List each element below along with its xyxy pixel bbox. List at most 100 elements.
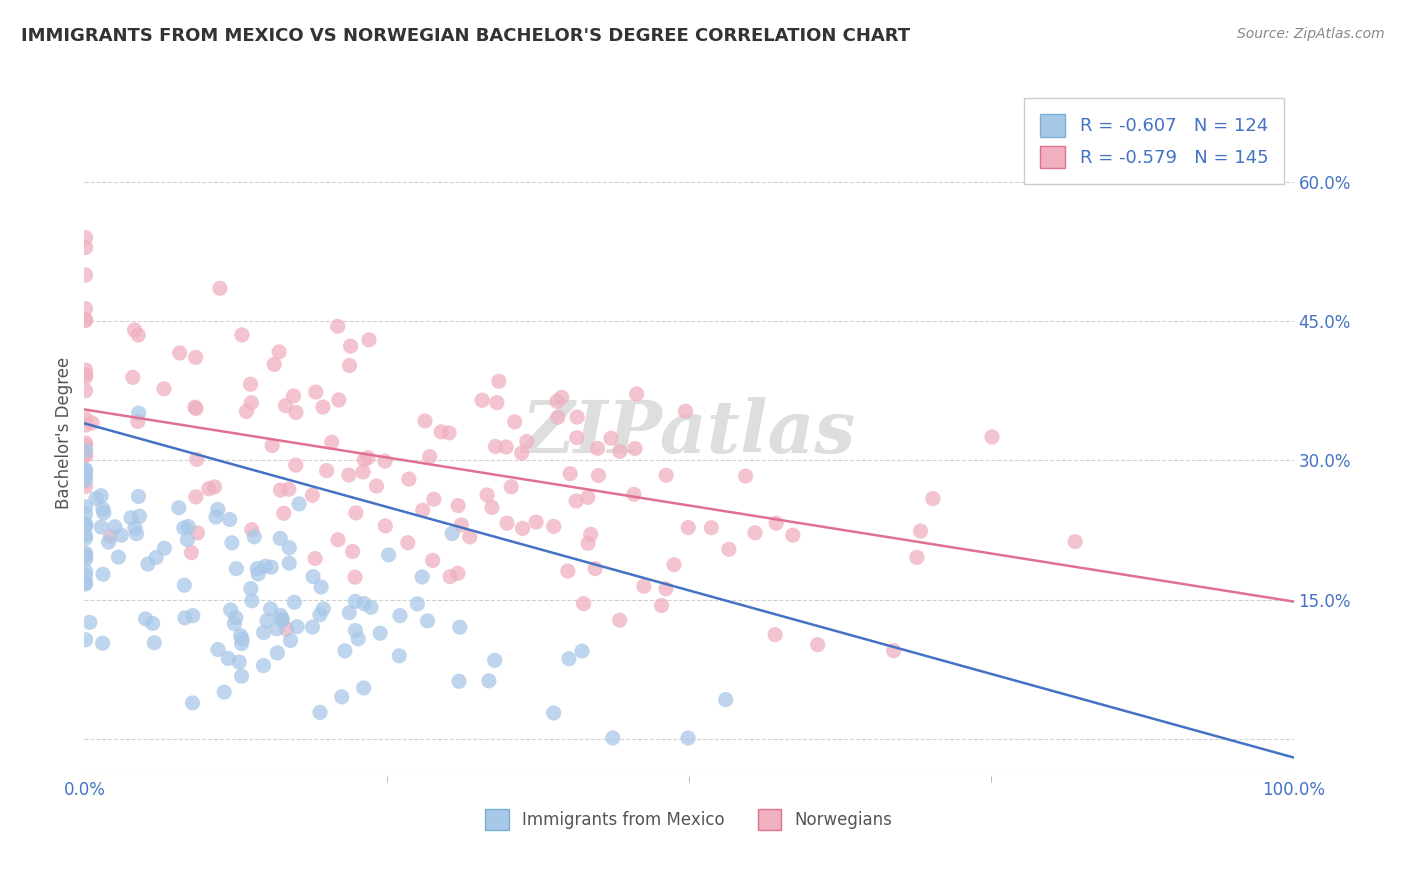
Point [127, 328, 149, 343]
Point [271, 612, 294, 626]
Point [782, 528, 804, 542]
Point [75, 368, 97, 382]
Point [609, 613, 631, 627]
Point [447, 499, 470, 513]
Point [269, 532, 291, 546]
Point [883, 643, 905, 657]
Point [560, 467, 582, 481]
Point [550, 391, 572, 405]
Point [478, 673, 501, 688]
Point [270, 608, 292, 623]
Point [315, 464, 337, 478]
Point [277, 482, 299, 496]
Point [75, 312, 97, 326]
Point [75, 564, 97, 578]
Point [330, 690, 353, 704]
Point [557, 564, 579, 578]
Y-axis label: Bachelor's Degree: Bachelor's Degree [55, 357, 73, 508]
Point [135, 612, 157, 626]
Point [558, 651, 581, 665]
Point [153, 382, 176, 396]
Point [75, 313, 97, 327]
Point [75, 546, 97, 560]
Point [75, 474, 97, 488]
Point [353, 452, 375, 467]
Point [910, 524, 932, 538]
Point [422, 553, 444, 567]
Point [333, 644, 356, 658]
Point [128, 490, 150, 504]
Point [176, 533, 198, 547]
Point [496, 516, 519, 530]
Point [571, 644, 593, 658]
Point [90, 520, 112, 534]
Point [75, 363, 97, 377]
Point [655, 582, 678, 596]
Point [337, 468, 360, 483]
Point [186, 525, 208, 540]
Point [662, 558, 685, 572]
Point [484, 653, 506, 667]
Point [579, 527, 602, 541]
Point [623, 487, 645, 501]
Point [583, 561, 606, 575]
Point [609, 444, 631, 458]
Point [388, 648, 411, 663]
Point [247, 566, 270, 581]
Point [586, 442, 609, 456]
Point [388, 608, 411, 623]
Point [224, 616, 246, 631]
Point [305, 385, 328, 400]
Point [283, 389, 305, 403]
Point [75, 412, 97, 426]
Point [93, 506, 115, 520]
Point [588, 468, 610, 483]
Point [75, 463, 97, 477]
Point [75, 463, 97, 477]
Point [75, 632, 97, 647]
Point [717, 542, 740, 557]
Point [217, 651, 239, 665]
Point [127, 415, 149, 429]
Point [252, 658, 274, 673]
Point [285, 620, 308, 634]
Point [280, 633, 302, 648]
Point [120, 511, 142, 525]
Point [75, 436, 97, 450]
Point [75, 468, 97, 483]
Point [274, 399, 297, 413]
Point [75, 528, 97, 542]
Point [278, 556, 301, 570]
Point [572, 597, 595, 611]
Point [145, 550, 167, 565]
Point [266, 622, 288, 636]
Point [510, 446, 533, 460]
Point [412, 503, 434, 517]
Point [288, 497, 311, 511]
Point [278, 541, 301, 555]
Point [246, 561, 269, 575]
Legend: Immigrants from Mexico, Norwegians: Immigrants from Mexico, Norwegians [478, 803, 900, 837]
Point [309, 580, 332, 594]
Point [75, 448, 97, 462]
Point [225, 561, 247, 575]
Point [321, 435, 343, 450]
Point [204, 480, 226, 494]
Point [142, 616, 165, 631]
Point [75, 449, 97, 463]
Point [458, 530, 481, 544]
Point [212, 685, 235, 699]
Point [128, 509, 150, 524]
Point [75, 230, 97, 244]
Point [304, 551, 326, 566]
Point [377, 548, 399, 562]
Point [75, 384, 97, 398]
Point [219, 603, 242, 617]
Point [734, 469, 756, 483]
Point [481, 500, 503, 515]
Point [449, 620, 471, 634]
Point [416, 614, 439, 628]
Point [107, 550, 129, 565]
Point [263, 358, 285, 372]
Point [186, 452, 208, 467]
